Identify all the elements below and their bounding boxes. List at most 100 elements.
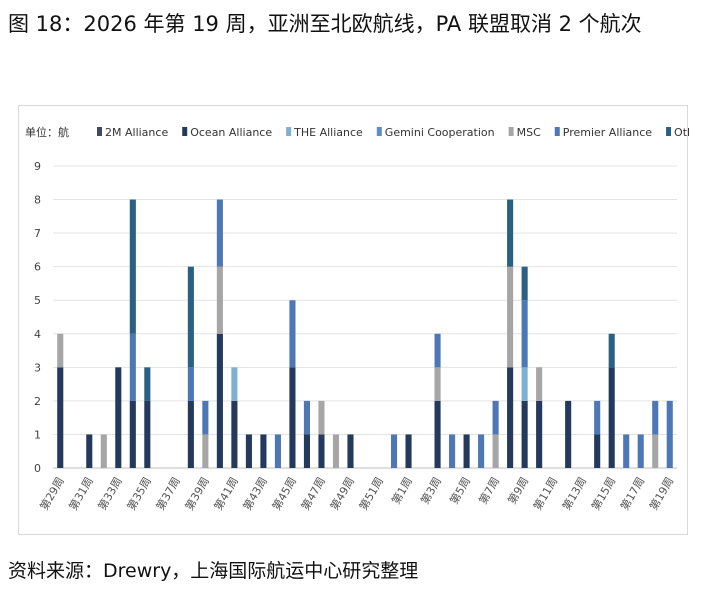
bar-segment bbox=[594, 400, 601, 435]
bar-segment bbox=[623, 434, 630, 468]
bar-segment bbox=[434, 367, 441, 401]
x-tick-label: 第9周 bbox=[505, 475, 532, 507]
legend-label: THE Alliance bbox=[293, 126, 363, 139]
bar-segment bbox=[231, 367, 238, 401]
legend: 2M Alliance Ocean Alliance THE Alliance Gem… bbox=[97, 126, 689, 139]
y-tick-label: 2 bbox=[34, 395, 41, 408]
x-tick-label: 第3周 bbox=[418, 475, 445, 507]
x-tick-label: 第15周 bbox=[588, 475, 618, 513]
y-axis: 0 1 2 3 4 5 6 7 8 9 bbox=[34, 160, 41, 475]
x-tick-label: 第17周 bbox=[617, 475, 647, 513]
bar-segment bbox=[594, 434, 601, 468]
legend-label: MSC bbox=[517, 126, 541, 139]
y-tick-label: 8 bbox=[34, 194, 41, 207]
bar-segment bbox=[405, 434, 412, 468]
bar-segment bbox=[231, 400, 238, 468]
x-tick-label: 第19周 bbox=[646, 475, 676, 513]
legend-label: 2M Alliance bbox=[105, 126, 168, 139]
y-tick-label: 3 bbox=[34, 361, 41, 374]
x-tick-label: 第37周 bbox=[153, 475, 183, 513]
bar-segment bbox=[492, 434, 499, 468]
chart-frame: 单位：航 2M Alliance Ocean Alliance THE Allian… bbox=[18, 105, 689, 535]
bar-segment bbox=[492, 400, 499, 435]
x-axis: 第29周 第31周 第33周 第35周 第37周 第39周 第41周 第43周 第45周 第47周… bbox=[37, 475, 677, 513]
x-tick-label: 第11周 bbox=[530, 475, 560, 513]
x-tick-label: 第51周 bbox=[356, 475, 386, 513]
bar-segment bbox=[332, 434, 340, 468]
bar-segment bbox=[608, 367, 615, 468]
bar-segment bbox=[129, 333, 136, 401]
stacked-bar-chart: 单位：航 2M Alliance Ocean Alliance THE Allian… bbox=[25, 125, 689, 513]
legend-swatch bbox=[666, 127, 672, 136]
bar-segment bbox=[536, 400, 543, 468]
x-tick-label: 第13周 bbox=[559, 475, 589, 513]
bar-segment bbox=[521, 266, 528, 301]
unit-label: 单位：航 bbox=[25, 125, 69, 139]
x-tick-label: 第39周 bbox=[182, 475, 212, 513]
bar-segment bbox=[536, 367, 543, 401]
x-tick-label: 第31周 bbox=[66, 475, 96, 513]
x-tick-label: 第45周 bbox=[269, 475, 299, 513]
y-tick-label: 5 bbox=[34, 294, 41, 307]
bar-segment bbox=[187, 266, 194, 368]
y-tick-label: 4 bbox=[34, 328, 41, 341]
legend-swatch bbox=[97, 127, 102, 136]
legend-label: Ocean Alliance bbox=[190, 126, 272, 139]
figure-title: 图 18：2026 年第 19 周，亚洲至北欧航线，PA 联盟取消 2 个航次 bbox=[8, 12, 642, 36]
bar-segment bbox=[507, 266, 514, 368]
y-tick-label: 6 bbox=[34, 261, 41, 274]
bar-segment bbox=[144, 367, 151, 401]
bar-segment bbox=[434, 333, 441, 368]
bar-segment bbox=[144, 400, 151, 468]
x-tick-label: 第47周 bbox=[298, 475, 328, 513]
bar-segment bbox=[129, 400, 136, 468]
bar-segment bbox=[216, 266, 223, 334]
source-note: 资料来源：Drewry，上海国际航运中心研究整理 bbox=[8, 560, 419, 582]
bar-segment bbox=[289, 300, 296, 368]
bar-segment bbox=[390, 434, 398, 468]
bar-segment bbox=[478, 434, 485, 468]
bar-segment bbox=[274, 434, 281, 468]
bar-segment bbox=[57, 333, 64, 368]
bar-segment bbox=[507, 199, 514, 267]
bar-segment bbox=[216, 199, 223, 267]
legend-label: Premier Alliance bbox=[563, 126, 653, 139]
x-tick-label: 第49周 bbox=[327, 475, 357, 513]
legend-label: Others bbox=[674, 126, 689, 139]
x-tick-label: 第5周 bbox=[447, 475, 474, 507]
x-tick-label: 第7周 bbox=[476, 475, 503, 507]
bar-segment bbox=[289, 367, 296, 468]
bar-segment bbox=[608, 333, 615, 368]
bar-segment bbox=[187, 367, 194, 401]
legend-swatch bbox=[182, 127, 188, 136]
bar-segment bbox=[100, 434, 107, 468]
bar-segment bbox=[245, 434, 252, 468]
legend-label: Gemini Cooperation bbox=[385, 126, 495, 139]
bar-segment bbox=[86, 434, 93, 468]
bar-segment bbox=[666, 400, 673, 468]
legend-swatch bbox=[286, 127, 292, 136]
gridlines bbox=[53, 165, 677, 469]
bar-segment bbox=[521, 300, 528, 368]
bars bbox=[57, 199, 673, 468]
x-tick-label: 第1周 bbox=[389, 475, 416, 507]
bar-segment bbox=[463, 434, 470, 468]
x-tick-label: 第41周 bbox=[211, 475, 241, 513]
bar-segment bbox=[449, 434, 456, 468]
bar-segment bbox=[187, 400, 194, 468]
bar-segment bbox=[115, 367, 122, 468]
bar-segment bbox=[318, 434, 325, 468]
bar-segment bbox=[652, 400, 659, 435]
bar-segment bbox=[507, 367, 514, 468]
x-tick-label: 第33周 bbox=[95, 475, 125, 513]
bar-segment bbox=[347, 434, 354, 468]
x-tick-label: 第35周 bbox=[124, 475, 154, 513]
bar-segment bbox=[521, 367, 528, 401]
bar-segment bbox=[652, 434, 659, 468]
bar-segment bbox=[318, 400, 325, 435]
bar-segment bbox=[57, 367, 64, 468]
bar-segment bbox=[260, 434, 267, 468]
x-tick-label: 第29周 bbox=[37, 475, 67, 513]
bar-segment bbox=[637, 434, 644, 468]
bar-segment bbox=[202, 400, 209, 435]
